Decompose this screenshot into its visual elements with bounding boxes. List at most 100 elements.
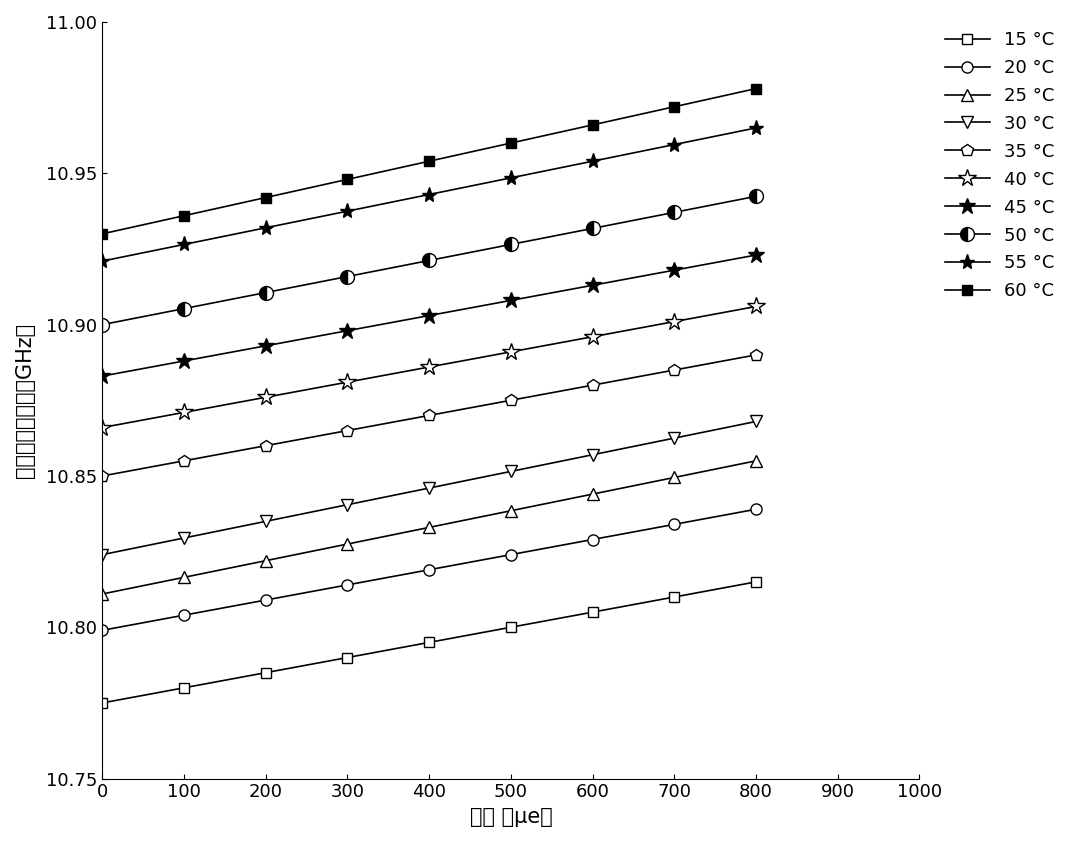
X-axis label: 应变 （μe）: 应变 （μe） [470, 807, 552, 827]
20 °C [586, 535, 599, 545]
60 °C [750, 83, 763, 93]
35 °C [586, 380, 599, 390]
20 °C [96, 626, 109, 636]
55 °C [341, 206, 354, 216]
20 °C [259, 595, 272, 605]
50 °C [423, 255, 435, 265]
15 °C [259, 668, 272, 678]
60 °C [586, 120, 599, 130]
55 °C [178, 239, 190, 249]
50 °C [259, 287, 272, 297]
25 °C [668, 472, 681, 482]
60 °C [259, 193, 272, 203]
40 °C [586, 332, 599, 342]
30 °C [341, 499, 354, 509]
40 °C [504, 347, 517, 357]
30 °C [668, 433, 681, 443]
Line: 50 °C: 50 °C [95, 189, 763, 332]
Y-axis label: 布里渊频率漂移（GHz）: 布里渊频率漂移（GHz） [15, 322, 35, 478]
35 °C [96, 471, 109, 481]
30 °C [178, 533, 190, 543]
60 °C [504, 138, 517, 148]
40 °C [96, 423, 109, 433]
40 °C [668, 317, 681, 327]
15 °C [750, 577, 763, 587]
55 °C [96, 256, 109, 266]
50 °C [668, 207, 681, 217]
20 °C [668, 520, 681, 530]
55 °C [668, 140, 681, 150]
15 °C [423, 637, 435, 647]
25 °C [341, 539, 354, 549]
25 °C [96, 589, 109, 599]
35 °C [178, 456, 190, 466]
Line: 40 °C: 40 °C [93, 297, 765, 436]
Line: 55 °C: 55 °C [95, 120, 764, 269]
30 °C [259, 516, 272, 526]
45 °C [750, 250, 763, 260]
30 °C [96, 550, 109, 560]
15 °C [504, 622, 517, 632]
45 °C [423, 311, 435, 321]
55 °C [504, 173, 517, 183]
45 °C [668, 265, 681, 275]
15 °C [96, 698, 109, 708]
45 °C [504, 296, 517, 306]
50 °C [178, 304, 190, 314]
35 °C [668, 365, 681, 375]
15 °C [178, 683, 190, 693]
60 °C [423, 156, 435, 166]
60 °C [96, 229, 109, 239]
40 °C [178, 408, 190, 418]
Legend: 15 °C, 20 °C, 25 °C, 30 °C, 35 °C, 40 °C, 45 °C, 50 °C, 55 °C, 60 °C: 15 °C, 20 °C, 25 °C, 30 °C, 35 °C, 40 °C… [945, 31, 1055, 301]
50 °C [96, 320, 109, 330]
Line: 30 °C: 30 °C [96, 415, 762, 561]
15 °C [668, 592, 681, 602]
50 °C [750, 191, 763, 201]
40 °C [750, 301, 763, 312]
55 °C [586, 156, 599, 166]
Line: 45 °C: 45 °C [94, 247, 764, 385]
25 °C [586, 489, 599, 499]
30 °C [423, 483, 435, 493]
25 °C [259, 556, 272, 566]
40 °C [259, 392, 272, 402]
50 °C [586, 223, 599, 233]
20 °C [504, 550, 517, 560]
25 °C [178, 573, 190, 583]
60 °C [178, 210, 190, 221]
45 °C [586, 280, 599, 290]
30 °C [750, 417, 763, 427]
Line: 15 °C: 15 °C [97, 577, 761, 708]
45 °C [96, 371, 109, 381]
20 °C [341, 580, 354, 590]
25 °C [750, 456, 763, 466]
55 °C [750, 123, 763, 133]
20 °C [750, 504, 763, 514]
50 °C [341, 271, 354, 281]
35 °C [259, 440, 272, 450]
Line: 35 °C: 35 °C [96, 349, 762, 482]
30 °C [586, 450, 599, 460]
20 °C [423, 565, 435, 575]
15 °C [586, 607, 599, 617]
40 °C [423, 362, 435, 372]
35 °C [750, 349, 763, 360]
45 °C [259, 341, 272, 351]
20 °C [178, 610, 190, 621]
40 °C [341, 377, 354, 387]
35 °C [423, 410, 435, 420]
60 °C [668, 102, 681, 112]
35 °C [341, 425, 354, 435]
60 °C [341, 174, 354, 184]
55 °C [259, 223, 272, 233]
Line: 25 °C: 25 °C [96, 455, 762, 600]
25 °C [423, 522, 435, 532]
55 °C [423, 189, 435, 200]
30 °C [504, 466, 517, 477]
45 °C [341, 326, 354, 336]
25 °C [504, 506, 517, 516]
35 °C [504, 395, 517, 405]
45 °C [178, 356, 190, 366]
15 °C [341, 653, 354, 663]
